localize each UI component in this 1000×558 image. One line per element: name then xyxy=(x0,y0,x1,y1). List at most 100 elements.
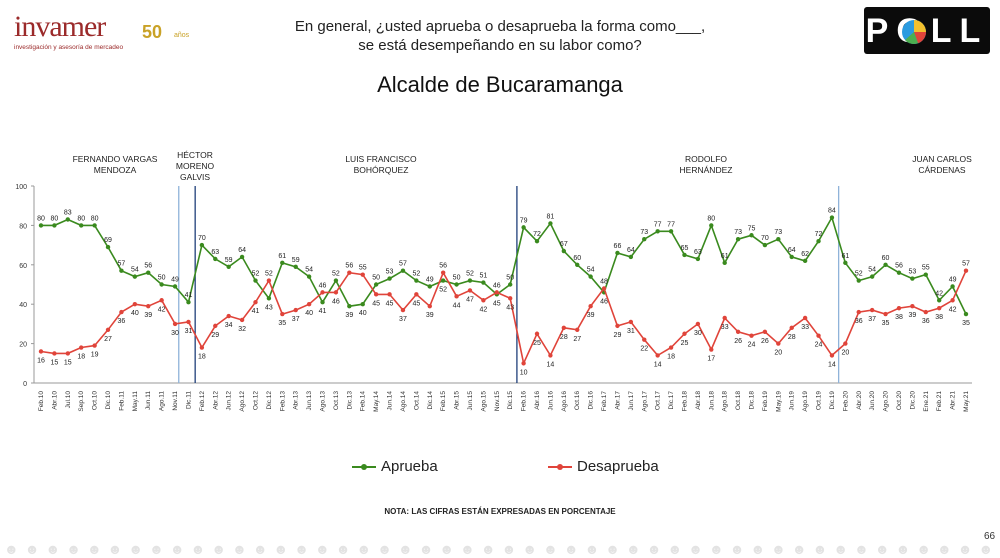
data-label-desaprueba: 52 xyxy=(265,271,273,278)
pie-chart-icon xyxy=(902,20,926,45)
x-tick-label: Dic.20 xyxy=(909,391,916,410)
data-point-desaprueba xyxy=(293,307,298,313)
data-label-aprueba: 64 xyxy=(627,247,635,254)
person-silhouette-icon: ☻ xyxy=(460,541,475,557)
data-label-aprueba: 84 xyxy=(828,208,836,215)
data-label-aprueba: 41 xyxy=(185,292,193,299)
data-point-desaprueba xyxy=(521,361,526,366)
person-silhouette-icon: ☻ xyxy=(563,541,579,557)
mayor-name-label: HERNÁNDEZ xyxy=(680,165,733,175)
data-point-desaprueba xyxy=(749,333,754,338)
data-label-aprueba: 63 xyxy=(694,249,702,256)
footnote: NOTA: LAS CIFRAS ESTÁN EXPRESADAS EN POR… xyxy=(384,507,616,516)
data-point-desaprueba xyxy=(548,353,553,358)
x-tick-label: Dic.17 xyxy=(668,391,675,410)
legend-aprueba: Aprueba xyxy=(352,458,438,475)
data-label-desaprueba: 30 xyxy=(171,330,179,337)
person-silhouette-icon: ☻ xyxy=(149,541,164,557)
data-point-aprueba xyxy=(575,262,580,267)
data-label-aprueba: 80 xyxy=(77,215,85,222)
person-silhouette-icon: ☻ xyxy=(211,541,227,557)
data-label-desaprueba: 27 xyxy=(573,336,581,343)
x-tick-label: Feb.11 xyxy=(118,391,125,411)
data-point-aprueba xyxy=(816,238,821,244)
mayor-name-label: RODOLFO xyxy=(685,154,727,164)
data-point-desaprueba xyxy=(65,351,71,356)
x-tick-label: May.14 xyxy=(373,391,380,412)
data-point-aprueba xyxy=(588,274,593,279)
person-silhouette-icon: ☻ xyxy=(667,541,683,557)
mayor-name-label: LUIS FRANCISCO xyxy=(345,154,417,164)
data-label-desaprueba: 40 xyxy=(131,310,139,317)
data-point-aprueba xyxy=(213,256,218,262)
data-label-desaprueba: 14 xyxy=(654,361,662,368)
person-silhouette-icon: ☻ xyxy=(190,541,206,557)
data-label-desaprueba: 31 xyxy=(627,328,635,335)
person-silhouette-icon: ☻ xyxy=(252,541,268,557)
data-point-aprueba xyxy=(159,282,164,287)
mayor-name-label: HÉCTOR xyxy=(177,150,213,160)
data-point-desaprueba xyxy=(213,323,218,329)
x-tick-label: Oct.19 xyxy=(816,391,823,411)
mayor-name-label: CÁRDENAS xyxy=(918,165,966,175)
data-point-desaprueba xyxy=(400,307,406,313)
data-label-desaprueba: 37 xyxy=(868,316,876,323)
data-point-desaprueba xyxy=(856,309,861,315)
data-label-aprueba: 81 xyxy=(547,213,555,220)
data-label-desaprueba: 18 xyxy=(77,354,85,361)
data-label-desaprueba: 30 xyxy=(694,330,702,337)
person-silhouette-icon: ☻ xyxy=(584,541,600,557)
data-point-aprueba xyxy=(320,300,325,305)
data-point-aprueba xyxy=(199,242,205,248)
data-point-desaprueba xyxy=(454,294,459,299)
data-point-desaprueba xyxy=(682,331,687,336)
data-label-desaprueba: 18 xyxy=(667,354,675,361)
data-label-aprueba: 75 xyxy=(748,225,756,232)
x-tick-label: May.21 xyxy=(963,391,970,412)
data-point-aprueba xyxy=(762,242,768,248)
data-label-aprueba: 59 xyxy=(225,257,233,264)
data-point-aprueba xyxy=(682,252,687,258)
data-point-aprueba xyxy=(266,296,272,301)
person-silhouette-icon: ☻ xyxy=(86,541,102,557)
x-tick-label: Ago.20 xyxy=(883,391,890,412)
x-tick-label: Feb.19 xyxy=(762,391,769,412)
data-label-desaprueba: 18 xyxy=(198,354,206,361)
x-tick-label: Abr.17 xyxy=(614,391,621,410)
page-number: 66 xyxy=(984,531,996,542)
data-point-aprueba xyxy=(642,236,647,242)
person-silhouette-icon: ☻ xyxy=(854,541,869,557)
x-tick-label: May.19 xyxy=(775,391,782,412)
data-point-aprueba xyxy=(695,256,701,262)
logo-years: 50 xyxy=(142,22,163,42)
data-label-desaprueba: 47 xyxy=(466,296,474,303)
x-tick-label: Jun.19 xyxy=(789,391,796,411)
data-label-desaprueba: 33 xyxy=(721,324,729,331)
data-point-aprueba xyxy=(561,248,567,254)
data-point-aprueba xyxy=(467,278,473,283)
x-tick-label: Feb.13 xyxy=(279,391,286,412)
data-label-desaprueba: 44 xyxy=(453,302,461,309)
data-point-desaprueba xyxy=(280,311,285,317)
x-tick-label: Nov.11 xyxy=(172,391,179,411)
data-point-aprueba xyxy=(883,262,888,267)
data-label-aprueba: 52 xyxy=(332,271,340,278)
x-tick-label: Jun.16 xyxy=(547,391,554,411)
person-silhouette-icon: ☻ xyxy=(107,541,123,557)
data-label-aprueba: 52 xyxy=(439,287,447,294)
person-silhouette-icon: ☻ xyxy=(750,541,766,557)
x-tick-label: Feb.15 xyxy=(440,391,447,412)
data-point-desaprueba xyxy=(481,298,486,303)
x-tick-label: Feb.20 xyxy=(842,391,849,412)
data-label-desaprueba: 43 xyxy=(506,304,514,311)
data-label-aprueba: 39 xyxy=(345,312,353,319)
data-point-desaprueba xyxy=(829,353,835,358)
data-label-desaprueba: 39 xyxy=(908,312,916,319)
data-label-desaprueba: 45 xyxy=(386,300,394,307)
data-point-aprueba xyxy=(226,264,231,269)
x-tick-label: Abr.13 xyxy=(293,391,300,410)
data-point-desaprueba xyxy=(802,315,808,321)
data-label-desaprueba: 45 xyxy=(372,300,380,307)
x-tick-label: Ago.13 xyxy=(320,391,327,412)
data-label-aprueba: 64 xyxy=(238,247,246,254)
